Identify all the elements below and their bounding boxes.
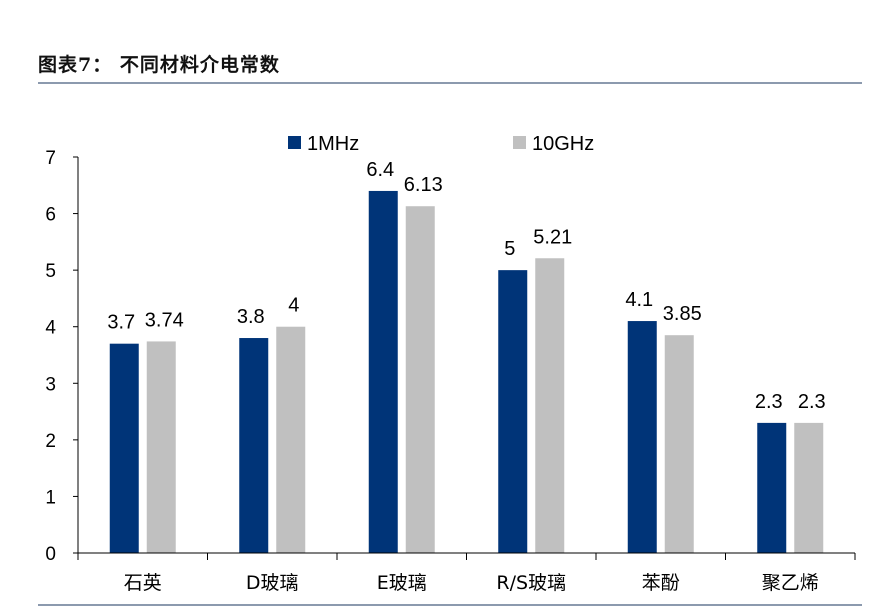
legend: 1MHz 10GHz <box>288 133 594 155</box>
data-label: 5.21 <box>533 226 572 248</box>
data-labels: 3.7 3.8 6.4 5 4.1 2.3 3.74 4 6.13 5.21 3.85 2.3 <box>107 159 825 413</box>
bar <box>146 341 176 553</box>
legend-swatch <box>513 136 526 149</box>
y-tick-label: 3 <box>45 374 56 395</box>
data-label: 2.3 <box>798 391 826 413</box>
data-label: 6.13 <box>404 174 443 196</box>
x-tick-label: 苯酚 <box>642 572 680 594</box>
x-tick-label: D玻璃 <box>246 572 299 594</box>
top-divider <box>38 82 862 84</box>
x-tick-label: 石英 <box>124 572 162 594</box>
x-axis: 石英 D玻璃 E玻璃 R/S玻璃 苯酚 聚乙烯 <box>77 552 856 594</box>
bar <box>535 258 565 553</box>
data-label: 5 <box>504 238 515 260</box>
y-tick-label: 0 <box>45 544 56 565</box>
bar <box>757 422 787 553</box>
bar <box>664 335 694 553</box>
data-label: 6.4 <box>366 159 394 181</box>
x-tick-label: 聚乙烯 <box>762 572 819 594</box>
x-tick-label: R/S玻璃 <box>496 572 566 594</box>
bar <box>627 321 657 553</box>
data-label: 3.85 <box>663 303 702 325</box>
y-axis: 0 1 2 3 4 5 6 7 <box>45 148 79 565</box>
legend-label: 10GHz <box>532 133 594 155</box>
data-label: 4.1 <box>625 289 653 311</box>
bottom-divider <box>38 604 862 606</box>
y-tick-label: 4 <box>45 318 56 339</box>
y-tick-label: 5 <box>45 261 56 282</box>
bar <box>405 206 435 553</box>
legend-label: 1MHz <box>307 133 359 155</box>
bar <box>276 326 306 553</box>
bar <box>109 343 139 553</box>
y-tick-label: 6 <box>45 205 56 226</box>
bar <box>794 422 824 553</box>
bar <box>498 270 528 553</box>
y-tick-label: 1 <box>45 487 56 508</box>
data-label: 4 <box>288 295 299 317</box>
data-label: 3.74 <box>145 309 184 331</box>
data-label: 2.3 <box>755 391 783 413</box>
y-tick-label: 7 <box>45 148 56 169</box>
data-label: 3.8 <box>237 306 265 328</box>
x-tick-label: E玻璃 <box>377 572 427 594</box>
bar <box>239 338 269 553</box>
bars <box>109 190 824 553</box>
bar <box>368 190 398 553</box>
figure-title: 图表7： 不同材料介电常数 <box>38 54 280 76</box>
legend-swatch <box>288 136 301 149</box>
y-tick-label: 2 <box>45 431 56 452</box>
data-label: 3.7 <box>107 312 135 334</box>
